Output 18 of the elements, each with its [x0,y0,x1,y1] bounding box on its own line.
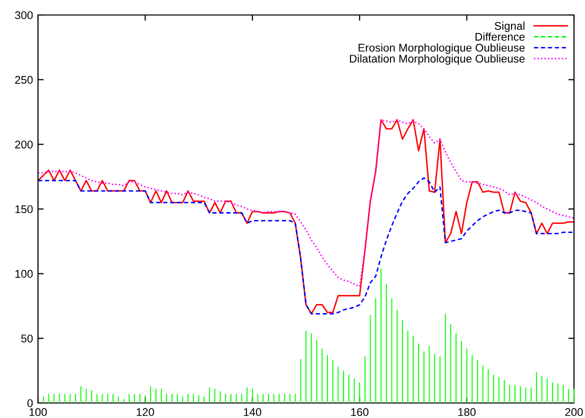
y-tick-label: 0 [27,399,33,408]
x-tick-label: 160 [351,408,368,416]
y-tick-label: 150 [15,205,33,214]
legend-label: Dilatation Morphologique Oublieuse [350,54,525,65]
y-tick-label: 300 [15,11,33,20]
x-tick-label: 200 [565,408,583,416]
y-tick-label: 100 [15,270,33,278]
x-tick-label: 180 [458,408,476,416]
y-tick-label: 200 [15,140,33,148]
x-tick-label: 140 [244,408,262,416]
x-tick-label: 120 [136,408,154,416]
x-tick-label: 100 [30,408,47,416]
legend-label: Erosion Morphologique Oublieuse [358,43,525,54]
legend-label: Signal [494,22,524,32]
y-tick-label: 250 [15,76,33,84]
legend-label: Difference [476,32,525,41]
line-series [38,177,574,314]
y-tick-label: 50 [21,334,33,342]
